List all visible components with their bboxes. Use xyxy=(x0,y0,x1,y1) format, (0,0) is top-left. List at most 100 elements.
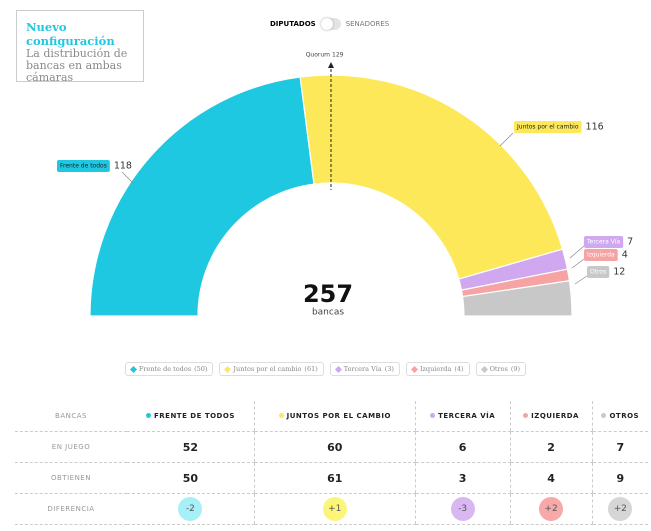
table-cell: +2 xyxy=(591,493,648,525)
total-value: 257 xyxy=(303,280,353,308)
legend: Frente de todos (50) Juntos por el cambio(… xyxy=(0,362,651,376)
legend-name: Otros xyxy=(489,365,508,373)
table-cell: 61 xyxy=(253,462,416,494)
party-label: Otros xyxy=(590,269,606,276)
diff-badge: +2 xyxy=(539,497,564,521)
party-value: 116 xyxy=(586,122,604,133)
table-cell: 4 xyxy=(509,462,593,494)
legend-swatch xyxy=(480,365,488,373)
table-cell: 7 xyxy=(591,431,648,463)
party-label: Tercera Vía xyxy=(586,239,620,246)
legend-item[interactable]: Tercera Vía (3) xyxy=(329,362,400,376)
table-cell: 60 xyxy=(253,431,416,463)
toggle-right[interactable]: SENADORES xyxy=(345,20,390,28)
table-cell: -3 xyxy=(414,493,511,525)
leader-line xyxy=(569,245,585,259)
leader-line xyxy=(574,275,588,285)
legend-item[interactable]: Juntos por el cambio (61) xyxy=(219,362,324,376)
header-dot xyxy=(430,413,436,418)
table-cell: 3 xyxy=(414,462,511,494)
legend-name: Tercera Vía xyxy=(343,365,382,373)
legend-name: Frente de todos xyxy=(138,365,192,373)
header-dot xyxy=(601,413,607,418)
legend-count: (3) xyxy=(384,365,394,373)
table-cell: 52 xyxy=(127,431,255,463)
legend-item[interactable]: Izquierda (4) xyxy=(405,362,470,376)
diff-badge: -2 xyxy=(178,497,203,521)
table-header-row: BANCAS FRENTE DE TODOS JUNTOS POR EL CAMBI… xyxy=(15,401,648,432)
quorum-label: Quorum xyxy=(306,52,330,59)
legend-count: (9) xyxy=(510,365,521,373)
legend-count: (4) xyxy=(454,365,464,373)
header-text: FRENTE DE TODOS xyxy=(154,412,235,420)
party-sector xyxy=(299,74,564,280)
legend-item[interactable]: Frente de todos (50) xyxy=(124,362,214,376)
toggle-left[interactable]: DIPUTADOS xyxy=(270,20,316,28)
quorum-arrow xyxy=(328,62,334,68)
table-cell: 9 xyxy=(591,462,648,494)
party-value: 12 xyxy=(613,267,625,278)
header-text: TERCERA VÍA xyxy=(438,412,496,420)
total-label: bancas xyxy=(312,308,344,318)
table-cell: DIFERENCIA xyxy=(15,493,127,525)
table-cell: -2 xyxy=(127,493,255,525)
header-dot xyxy=(523,413,529,418)
party-value: 118 xyxy=(114,161,132,172)
legend-name: Izquierda xyxy=(419,365,452,373)
table-cell: 50 xyxy=(127,462,255,494)
header-text: BANCAS xyxy=(55,412,87,420)
leader-line xyxy=(571,258,585,269)
legend-name: Juntos por el cambio xyxy=(233,365,302,373)
table-cell: 6 xyxy=(414,431,511,463)
table: BANCAS FRENTE DE TODOS JUNTOS POR EL CAMBI… xyxy=(15,401,648,525)
label-badge xyxy=(584,249,618,261)
chart: Frente de todos 118 Juntos por el cambio 11… xyxy=(57,52,633,318)
legend-count: (61) xyxy=(304,365,318,373)
header-dot xyxy=(146,413,151,418)
table-cell: OBTIENEN xyxy=(15,462,127,494)
header-text: IZQUIERDA xyxy=(531,412,579,420)
switch[interactable] xyxy=(320,18,341,30)
legend-swatch xyxy=(334,365,342,373)
leader-line xyxy=(121,171,134,184)
quorum-value: 129 xyxy=(332,52,344,59)
diff-badge: +1 xyxy=(322,497,347,521)
title: Nuevo configuración xyxy=(26,20,115,48)
label-badge xyxy=(584,236,624,248)
legend-count: (50) xyxy=(194,365,208,373)
header-text: OTROS xyxy=(609,412,640,420)
diff-badge: -3 xyxy=(450,497,475,521)
party-label: Izquierda xyxy=(587,252,615,259)
subtitle: La distribución de bancas en ambas cámar… xyxy=(26,47,128,84)
legend-item[interactable]: Otros (9) xyxy=(475,362,527,376)
table-cell: 2 xyxy=(509,431,593,463)
info-box: Nuevo configuración La distribución de b… xyxy=(16,10,144,84)
party-value: 4 xyxy=(622,250,628,261)
diff-badge: +2 xyxy=(608,497,633,521)
header-cell: FRENTE DE TODOS xyxy=(127,401,255,432)
header-cell: TERCERA VÍA xyxy=(414,401,511,432)
table-cell: EN JUEGO xyxy=(15,431,127,463)
table-row: DIFERENCIA -2 +1 -3 +2 +2 xyxy=(15,493,648,525)
label-badge xyxy=(587,266,610,278)
table-cell: +2 xyxy=(509,493,593,525)
legend-swatch xyxy=(224,365,232,373)
header-text: JUNTOS POR EL CAMBIO xyxy=(286,412,391,420)
party-sector xyxy=(461,280,573,317)
label-badge xyxy=(57,160,110,172)
label-badge xyxy=(514,121,582,133)
chamber-toggle[interactable]: DIPUTADOS SENADORES xyxy=(270,18,389,30)
leader-line xyxy=(499,132,514,147)
party-label: Juntos por el cambio xyxy=(516,124,579,131)
header-cell: JUNTOS POR EL CAMBIO xyxy=(253,401,416,432)
table-cell: +1 xyxy=(253,493,416,525)
header-cell: OTROS xyxy=(591,401,648,432)
header-dot xyxy=(278,413,284,418)
party-label: Frente de todos xyxy=(60,163,107,170)
legend-swatch xyxy=(410,365,418,373)
legend-swatch xyxy=(129,365,137,373)
party-value: 7 xyxy=(627,237,633,248)
party-sector xyxy=(89,76,315,317)
table-row: OBTIENEN 50 61 3 4 9 xyxy=(15,462,648,494)
